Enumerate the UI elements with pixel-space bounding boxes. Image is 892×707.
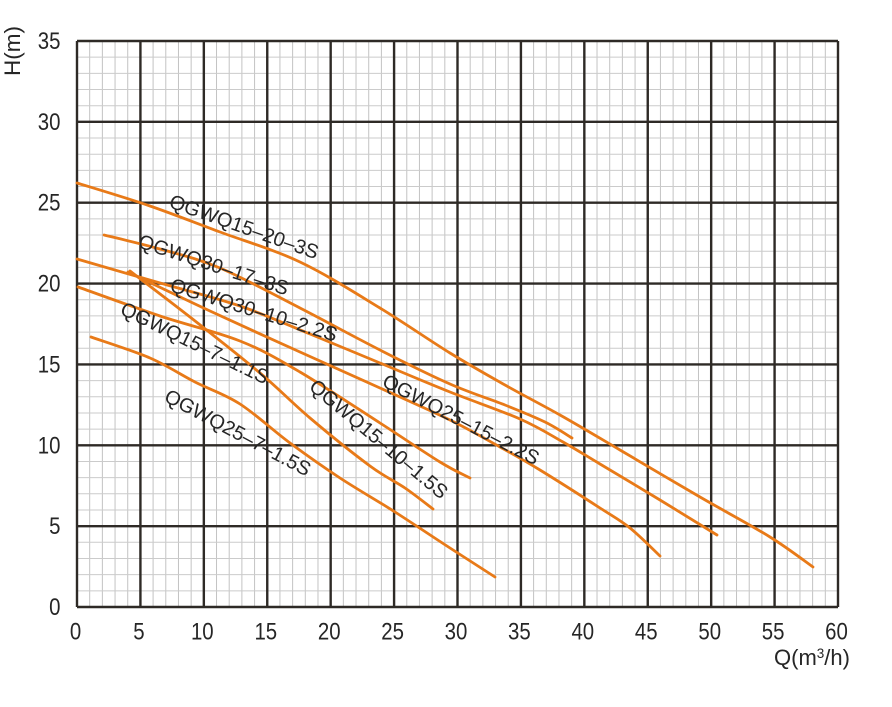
svg-text:45: 45 bbox=[635, 618, 658, 645]
svg-text:Q(m3/h): Q(m3/h) bbox=[774, 645, 850, 670]
svg-text:15: 15 bbox=[38, 351, 61, 378]
svg-text:15: 15 bbox=[254, 618, 277, 645]
svg-text:5: 5 bbox=[133, 618, 144, 645]
svg-text:50: 50 bbox=[698, 618, 721, 645]
svg-text:30: 30 bbox=[38, 108, 61, 135]
svg-text:10: 10 bbox=[38, 432, 61, 459]
svg-text:5: 5 bbox=[49, 513, 60, 540]
svg-text:60: 60 bbox=[825, 618, 848, 645]
svg-text:10: 10 bbox=[191, 618, 214, 645]
svg-text:35: 35 bbox=[38, 27, 61, 54]
svg-text:25: 25 bbox=[381, 618, 404, 645]
svg-text:30: 30 bbox=[445, 618, 468, 645]
svg-text:55: 55 bbox=[762, 618, 785, 645]
svg-text:25: 25 bbox=[38, 189, 61, 216]
svg-text:35: 35 bbox=[508, 618, 531, 645]
svg-text:0: 0 bbox=[70, 618, 81, 645]
svg-text:0: 0 bbox=[49, 593, 60, 620]
svg-text:40: 40 bbox=[571, 618, 594, 645]
svg-text:20: 20 bbox=[318, 618, 341, 645]
svg-text:20: 20 bbox=[38, 270, 61, 297]
svg-text:H(m): H(m) bbox=[0, 26, 25, 76]
